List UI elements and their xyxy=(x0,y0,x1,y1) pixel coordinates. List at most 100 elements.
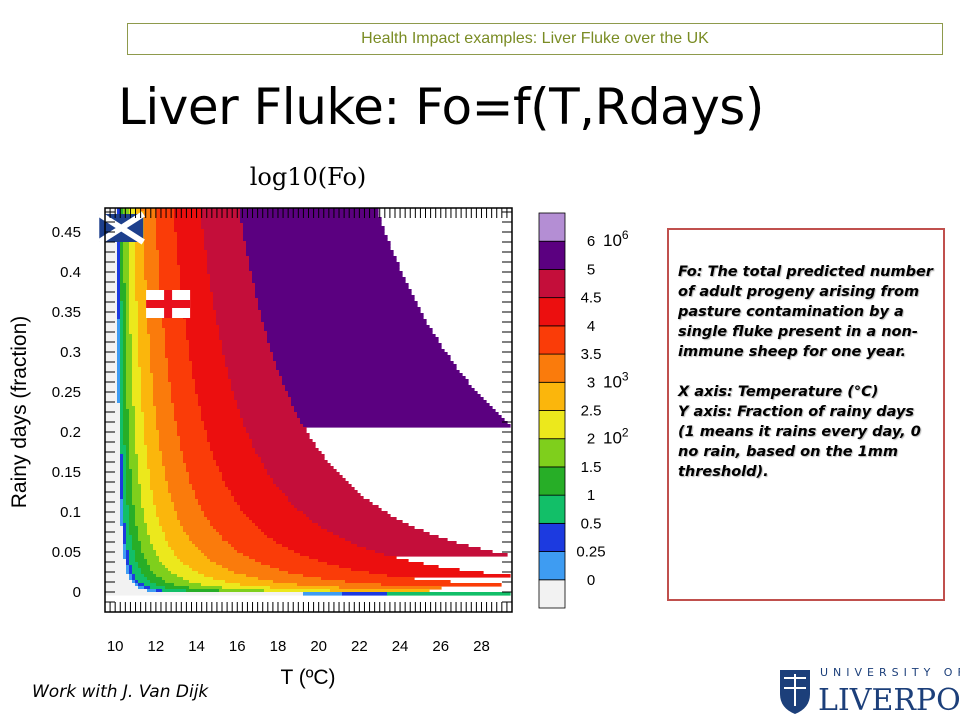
contour-cell xyxy=(237,550,295,554)
contour-cell xyxy=(183,304,214,308)
contour-cell xyxy=(246,430,307,434)
contour-cell xyxy=(123,304,127,308)
contour-cell xyxy=(279,370,460,374)
contour-cell xyxy=(132,337,139,341)
contour-cell xyxy=(129,256,136,260)
contour-cell xyxy=(183,529,217,533)
scotland-flag-icon xyxy=(97,211,145,245)
contour-cell xyxy=(183,451,214,455)
contour-cell xyxy=(213,451,256,455)
contour-cell xyxy=(183,298,214,302)
contour-cell xyxy=(126,385,133,389)
contour-cell xyxy=(234,496,289,500)
contour-cell xyxy=(153,391,172,395)
contour-cell xyxy=(147,286,160,290)
contour-cell xyxy=(135,448,148,452)
contour-cell xyxy=(228,370,280,374)
contour-cell xyxy=(117,322,121,326)
contour-cell xyxy=(195,496,235,500)
contour-cell xyxy=(129,289,136,293)
contour-cell xyxy=(192,541,229,545)
contour-cell xyxy=(120,352,124,356)
colorbar-label: 3 xyxy=(587,374,595,391)
contour-cell xyxy=(153,388,172,392)
contour-cell xyxy=(153,502,175,506)
contour-cell xyxy=(297,583,382,587)
contour-cell xyxy=(117,328,121,332)
contour-cell xyxy=(117,349,121,353)
contour-cell xyxy=(129,415,136,419)
colorbar-label: 0 xyxy=(587,572,595,589)
contour-cell xyxy=(132,400,142,404)
contour-cell xyxy=(159,256,178,260)
contour-cell xyxy=(177,250,208,254)
contour-cell xyxy=(357,544,469,548)
contour-cell xyxy=(141,382,154,386)
contour-cell xyxy=(120,247,124,251)
contour-cell xyxy=(147,283,160,287)
power-label: 102 xyxy=(603,426,629,448)
contour-cell xyxy=(135,451,148,455)
contour-cell xyxy=(129,514,136,518)
contour-cell xyxy=(300,421,508,425)
contour-cell xyxy=(135,250,145,254)
contour-cell xyxy=(123,244,130,248)
contour-cell xyxy=(105,433,121,437)
contour-cell xyxy=(126,376,133,380)
contour-cell xyxy=(120,520,124,524)
contour-cell xyxy=(138,343,151,347)
contour-cell xyxy=(129,211,136,215)
contour-cell xyxy=(150,340,166,344)
contour-cell xyxy=(231,490,283,494)
contour-cell xyxy=(156,217,175,221)
contour-cell xyxy=(105,376,118,380)
contour-cell xyxy=(126,406,136,410)
contour-cell xyxy=(105,409,121,413)
contour-cell xyxy=(216,310,262,314)
contour-cell xyxy=(150,478,166,482)
contour-cell xyxy=(135,583,139,587)
contour-cell xyxy=(183,454,214,458)
contour-cell xyxy=(183,295,214,299)
contour-cell xyxy=(201,214,241,218)
contour-cell xyxy=(297,508,382,512)
contour-cell xyxy=(156,553,175,557)
contour-cell xyxy=(156,415,175,419)
contour-cell xyxy=(138,472,151,476)
contour-cell xyxy=(186,469,220,473)
contour-cell xyxy=(132,367,142,371)
contour-cell xyxy=(180,292,214,296)
contour-cell xyxy=(192,370,229,374)
contour-cell xyxy=(126,463,130,467)
contour-cell xyxy=(105,208,118,212)
contour-cell xyxy=(156,424,178,428)
contour-cell xyxy=(135,298,148,302)
contour-cell xyxy=(144,412,157,416)
contour-cell xyxy=(117,319,121,323)
contour-cell xyxy=(144,439,160,443)
contour-cell xyxy=(153,571,172,575)
contour-cell xyxy=(321,577,415,581)
contour-cell xyxy=(273,352,448,356)
contour-cell xyxy=(138,316,148,320)
contour-cell xyxy=(198,547,235,551)
contour-cell xyxy=(132,388,142,392)
contour-cell xyxy=(180,289,211,293)
contour-cell xyxy=(105,289,118,293)
contour-cell xyxy=(120,292,127,296)
contour-cell xyxy=(120,442,124,446)
contour-cell xyxy=(126,322,130,326)
contour-cell xyxy=(117,250,121,254)
contour-cell xyxy=(267,331,433,335)
contour-cell xyxy=(264,325,430,329)
crest-detail-icon xyxy=(784,674,806,706)
contour-cell xyxy=(291,397,484,401)
contour-cell xyxy=(159,271,181,275)
contour-cell xyxy=(120,262,124,266)
contour-cell xyxy=(129,277,136,281)
contour-cell xyxy=(126,370,133,374)
contour-cell xyxy=(132,490,142,494)
logo-text-top: UNIVERSITY OF xyxy=(820,666,960,679)
contour-cell xyxy=(126,550,130,554)
contour-cell xyxy=(132,382,142,386)
